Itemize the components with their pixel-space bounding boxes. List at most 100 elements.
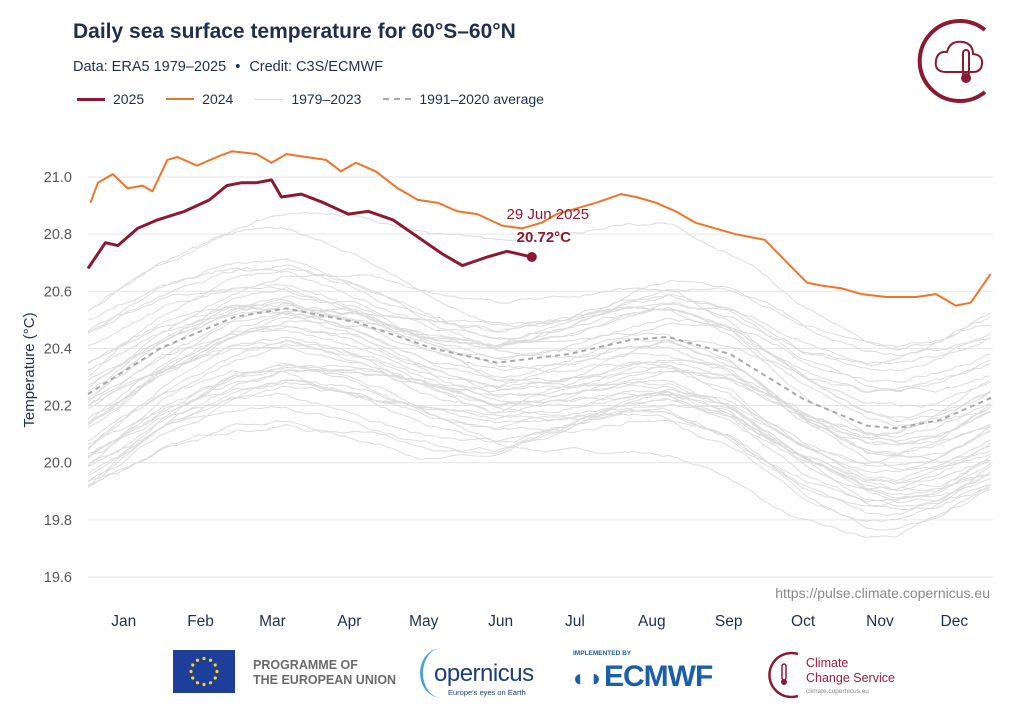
line-2025	[86, 178, 533, 270]
chart-plot: 19.6 19.8 20.0 20.2 20.4 20.6 20.8 21.0 Jan Feb Ma…	[21, 19, 994, 630]
credit: Credit: C3S/ECMWF	[249, 59, 384, 75]
history-year-line	[87, 341, 991, 471]
legend-swatch-average	[383, 98, 412, 100]
history-year-line	[87, 379, 991, 517]
history-year-line	[87, 370, 991, 483]
history-year-line	[87, 258, 991, 372]
history-year-line	[87, 310, 991, 446]
x-tick-label: Nov	[866, 613, 894, 630]
history-year-line	[87, 304, 991, 474]
history-year-line	[87, 340, 991, 446]
history-year-line	[87, 286, 991, 357]
history-year-line	[87, 394, 991, 507]
c3s-footer-logo: Climate Change Service climate.copernicu…	[764, 650, 904, 700]
history-year-line	[87, 364, 991, 485]
c3s-small-icon	[768, 651, 799, 699]
eu-star-icon	[213, 663, 217, 667]
x-tick-label: Mar	[259, 613, 286, 630]
y-tick-label: 20.8	[44, 227, 72, 243]
x-tick-label: Feb	[187, 613, 214, 630]
legend-label-history: 1979–2023	[291, 91, 362, 107]
latest-point-marker	[526, 251, 537, 262]
x-tick-label: May	[409, 613, 439, 630]
ecmwf-logo: ◐◑ ECMWF	[573, 660, 713, 694]
history-year-line	[87, 392, 991, 492]
history-year-line	[87, 343, 991, 523]
eu-line1: PROGRAMME OF	[253, 658, 358, 672]
history-year-line	[87, 345, 991, 439]
history-year-line	[87, 211, 991, 351]
legend: 2025 2024 1979–2023 1991–2020 average	[73, 91, 544, 107]
x-tick-label: Apr	[337, 613, 361, 630]
history-year-line	[87, 264, 991, 365]
eu-flag-icon	[173, 650, 235, 693]
history-year-line	[87, 274, 991, 423]
history-year-line	[87, 286, 991, 465]
legend-label-average: 1991–2020 average	[419, 91, 544, 107]
eu-line2: THE EUROPEAN UNION	[253, 673, 397, 687]
y-axis-label: Temperature (°C)	[21, 312, 38, 427]
footer-logos: PROGRAMME OF THE EUROPEAN UNION opernicu…	[0, 640, 1024, 714]
eu-star-icon	[208, 681, 213, 685]
history-year-line	[87, 309, 991, 428]
data-source: Data: ERA5 1979–2025	[73, 59, 227, 75]
history-year-line	[87, 268, 991, 437]
eu-star-icon	[213, 676, 217, 680]
eu-star-icon	[195, 658, 200, 662]
history-year-line	[87, 368, 991, 511]
x-tick-label: Jul	[565, 613, 585, 630]
history-year-line	[87, 298, 991, 436]
chart-subtitle: Data: ERA5 1979–2025 • Credit: C3S/ECMWF	[73, 59, 383, 75]
y-tick-label: 20.0	[44, 456, 72, 472]
implemented-by: IMPLEMENTED BY	[573, 650, 632, 657]
axis-ticks: 19.6 19.8 20.0 20.2 20.4 20.6 20.8 21.0 Jan Feb Ma…	[44, 170, 969, 630]
ecmwf-word: ECMWF	[604, 660, 713, 693]
x-tick-label: Jun	[488, 613, 513, 630]
history-year-line	[87, 309, 991, 456]
y-tick-label: 19.8	[44, 513, 72, 529]
history-year-line	[87, 305, 991, 393]
chart-title: Daily sea surface temperature for 60°S–6…	[73, 20, 516, 43]
source-url[interactable]: https://pulse.climate.copernicus.eu	[775, 585, 990, 601]
history-year-line	[87, 398, 991, 492]
c3s-url: climate.copernicus.eu	[806, 688, 869, 695]
c3s-line2: Change Service	[806, 671, 895, 685]
eu-star-icon	[215, 669, 219, 674]
legend-swatch-history	[255, 98, 284, 100]
legend-swatch-2024	[166, 98, 195, 100]
history-year-line	[87, 267, 991, 348]
x-tick-label: Dec	[941, 613, 969, 630]
copernicus-logo: opernicus Europe's eyes on Earth	[420, 648, 540, 700]
ecmwf-symbol-icon: ◐◑	[573, 665, 601, 692]
average-line	[87, 307, 994, 430]
history-year-line	[87, 364, 991, 496]
copernicus-word: opernicus	[434, 660, 534, 687]
x-tick-label: Jan	[111, 613, 136, 630]
bullet-separator: •	[235, 59, 241, 75]
line-2024	[89, 150, 992, 307]
y-tick-label: 20.2	[44, 399, 72, 415]
history-year-line	[87, 385, 991, 504]
history-year-line	[87, 362, 991, 539]
history-year-line	[87, 326, 991, 467]
annotation-value: 20.72°C	[517, 229, 572, 246]
legend-swatch-2025	[77, 97, 105, 101]
copernicus-arc-icon	[420, 648, 463, 698]
eu-star-icon	[208, 658, 213, 662]
c3s-line1: Climate	[806, 656, 849, 670]
history-year-line	[87, 390, 991, 499]
legend-label-2025: 2025	[113, 91, 145, 107]
history-lines	[87, 211, 991, 539]
series-lines	[86, 150, 994, 430]
eu-programme-text: PROGRAMME OF THE EUROPEAN UNION	[253, 658, 396, 688]
y-tick-label: 20.6	[44, 284, 72, 300]
history-year-line	[87, 363, 991, 503]
eu-star-icon	[191, 663, 195, 667]
y-tick-label: 19.6	[44, 570, 72, 586]
history-year-line	[87, 226, 991, 366]
history-year-line	[87, 302, 991, 408]
x-tick-label: Aug	[638, 613, 666, 630]
history-year-line	[87, 328, 991, 442]
eu-star-icon	[202, 682, 206, 687]
x-tick-label: Sep	[715, 613, 743, 630]
